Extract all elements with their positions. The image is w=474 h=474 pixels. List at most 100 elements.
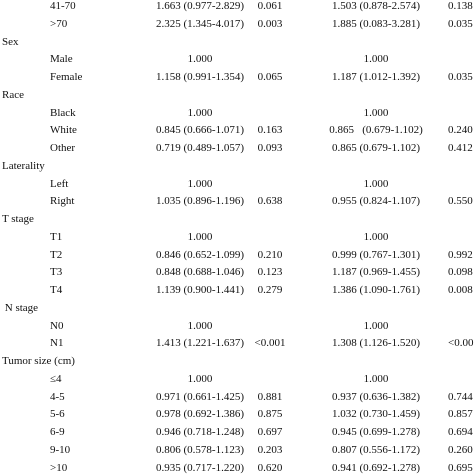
row-label: Black	[50, 106, 76, 119]
row-label: Male	[50, 53, 73, 66]
row-label: ≤4	[50, 372, 62, 385]
row-label: Other	[50, 142, 76, 154]
p-value: 0.881	[257, 390, 283, 403]
p-value: 0.163	[257, 124, 283, 137]
hazard-ratio: 1.000	[363, 106, 389, 119]
hazard-ratio: 1.885 (0.083-3.281)	[332, 17, 420, 30]
row-label: 9-10	[50, 443, 71, 456]
hazard-ratio: 1.000	[187, 177, 213, 190]
p-value: 0.210	[257, 248, 283, 261]
group-header: T stage	[2, 213, 34, 225]
hazard-ratio: 1.187 (0.969-1.455)	[332, 266, 420, 279]
row-label: White	[50, 124, 77, 137]
p-value: 0.695	[448, 461, 473, 474]
group-header: Race	[2, 88, 24, 101]
hazard-ratio: 0.807 (0.556-1.172)	[332, 443, 420, 456]
hazard-ratio: 1.413 (1.221-1.637)	[156, 337, 244, 350]
hazard-ratio: 1.000	[187, 106, 213, 119]
row-label: T4	[50, 284, 63, 296]
p-value: 0.003	[257, 17, 283, 30]
hazard-ratio: 0.955 (0.824-1.107)	[332, 195, 420, 208]
p-value: 0.279	[257, 284, 283, 296]
hazard-ratio: 1.000	[363, 177, 389, 190]
hazard-ratio: 1.000	[363, 53, 389, 66]
hazard-ratio: 0.978 (0.692-1.386)	[156, 408, 244, 421]
p-value: <0.001	[448, 337, 474, 350]
row-label: 6-9	[50, 426, 65, 438]
hazard-ratio: 0.865 (0.679-1.102)	[332, 142, 420, 154]
p-value: 0.098	[448, 266, 473, 279]
p-value: 0.093	[257, 142, 283, 154]
p-value: 0.035	[448, 71, 473, 83]
hazard-ratio: 0.846 (0.652-1.099)	[156, 248, 244, 261]
row-label: 4-5	[50, 390, 65, 403]
p-value: 0.857	[448, 408, 473, 421]
p-value: 0.260	[448, 443, 473, 456]
hazard-ratio: 1.032 (0.730-1.459)	[332, 408, 420, 421]
row-label: >10	[50, 461, 68, 474]
hazard-ratio: 1.187 (1.012-1.392)	[332, 71, 420, 83]
hazard-ratio: 1.386 (1.090-1.761)	[332, 284, 420, 296]
hazard-ratio: 0.971 (0.661-1.425)	[156, 390, 244, 403]
hazard-ratio: 0.935 (0.717-1.220)	[156, 461, 244, 474]
hazard-ratio: 1.000	[187, 53, 213, 66]
hazard-ratio: 0.999 (0.767-1.301)	[332, 248, 420, 261]
p-value: 0.638	[257, 195, 283, 208]
hazard-ratio: 1.000	[187, 372, 213, 385]
hazard-ratio: 1.000	[363, 319, 389, 332]
hazard-ratio: 1.308 (1.126-1.520)	[332, 337, 420, 350]
row-label: 41-70	[50, 0, 76, 12]
hazard-ratio: 1.000	[363, 230, 389, 243]
hazard-ratio: 1.139 (0.900-1.441)	[156, 284, 244, 296]
p-value: 0.412	[448, 142, 473, 154]
hazard-ratio: 0.719 (0.489-1.057)	[156, 142, 244, 154]
group-header: Tumor size (cm)	[2, 355, 75, 367]
hazard-ratio: 1.663 (0.977-2.829)	[156, 0, 244, 12]
row-label: 5-6	[50, 408, 65, 421]
row-label: N1	[50, 337, 64, 350]
p-value: 0.123	[257, 266, 283, 279]
hazard-ratio: 0.806 (0.578-1.123)	[156, 443, 244, 456]
hazard-ratio: 1.158 (0.991-1.354)	[156, 71, 244, 83]
row-label: Female	[50, 71, 83, 83]
hazard-ratio: 0.848 (0.688-1.046)	[156, 266, 244, 279]
hazard-ratio: 1.035 (0.896-1.196)	[156, 195, 244, 208]
hazard-ratio: 1.000	[187, 230, 213, 243]
p-value: 0.065	[257, 71, 283, 83]
p-value: 0.008	[448, 284, 473, 296]
p-value: 0.061	[257, 0, 283, 12]
row-label: Left	[50, 177, 69, 190]
row-label: T3	[50, 266, 63, 279]
p-value: 0.240	[448, 124, 473, 137]
hazard-ratio: 0.941 (0.692-1.278)	[332, 461, 420, 474]
p-value: <0.001	[254, 337, 286, 350]
group-header: Laterality	[2, 159, 45, 172]
p-value: 0.138	[448, 0, 473, 12]
p-value: 0.697	[257, 426, 283, 438]
p-value: 0.035	[448, 17, 473, 30]
row-label: Right	[50, 195, 75, 208]
group-header: Sex	[2, 35, 19, 48]
row-label: T2	[50, 248, 63, 261]
p-value: 0.620	[257, 461, 283, 474]
hazard-ratio: 1.000	[187, 319, 213, 332]
p-value: 0.992	[448, 248, 473, 261]
hazard-ratio: 1.000	[363, 372, 389, 385]
hazard-ratio: 0.945 (0.699-1.278)	[332, 426, 420, 438]
hazard-ratio: 1.503 (0.878-2.574)	[332, 0, 420, 12]
p-value: 0.550	[448, 195, 473, 208]
group-header: N stage	[2, 301, 39, 314]
row-label: >70	[50, 17, 68, 30]
row-label: T1	[50, 230, 63, 243]
hazard-ratio: 0.865 (0.679-1.102)	[329, 124, 423, 137]
p-value: 0.694	[448, 426, 473, 438]
hazard-ratio: 0.946 (0.718-1.248)	[156, 426, 244, 438]
p-value: 0.875	[257, 408, 283, 421]
hazard-ratio: 2.325 (1.345-4.017)	[156, 17, 244, 30]
row-label: N0	[50, 319, 64, 332]
hazard-ratio: 0.937 (0.636-1.382)	[332, 390, 420, 403]
p-value: 0.744	[448, 390, 473, 403]
hazard-ratio: 0.845 (0.666-1.071)	[156, 124, 244, 137]
p-value: 0.203	[257, 443, 283, 456]
